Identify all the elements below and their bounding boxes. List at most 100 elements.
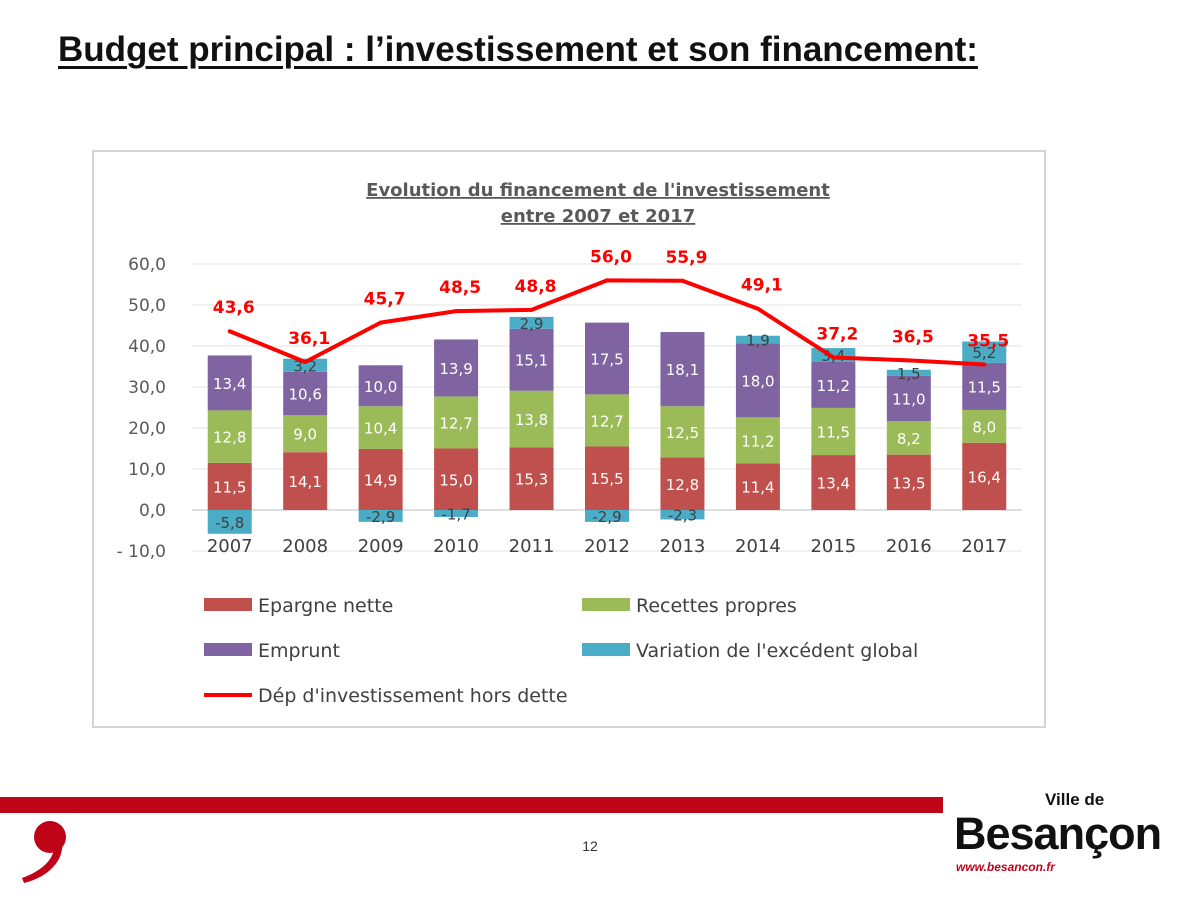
y-tick-label: 0,0 <box>139 501 166 521</box>
bar-data-label: 10,0 <box>364 378 397 396</box>
legend-swatch <box>204 598 252 611</box>
bar-segment <box>434 448 479 510</box>
bar-data-label: 11,0 <box>892 390 925 408</box>
bar-data-label: 12,8 <box>666 476 699 494</box>
bar-segment <box>283 415 328 453</box>
bar-data-label: 8,0 <box>972 418 996 436</box>
line-point <box>906 358 911 363</box>
bar-segment <box>358 365 403 407</box>
bar-data-label: 10,6 <box>288 386 321 404</box>
bar-data-label: 2,9 <box>520 315 544 333</box>
bar-data-label: -1,7 <box>441 505 470 523</box>
bar-data-label: 15,1 <box>515 352 548 370</box>
x-tick-label: 2013 <box>660 536 706 557</box>
bar-segment <box>509 316 554 329</box>
bar-segment <box>358 406 403 449</box>
bar-data-label: 12,5 <box>666 424 699 442</box>
x-tick-label: 2007 <box>207 536 253 557</box>
bar-segment <box>660 457 705 510</box>
bar-segment <box>283 358 328 372</box>
bar-segment <box>509 447 554 510</box>
bar-data-label: 11,5 <box>968 378 1001 396</box>
bar-segment <box>585 322 629 395</box>
bar-data-label: 13,4 <box>817 475 850 493</box>
bar-segment <box>509 390 554 448</box>
bar-data-label: 12,8 <box>213 429 246 447</box>
besancon-logo: Ville de Besançon www.besancon.fr <box>950 790 1180 885</box>
bar-data-label: 1,5 <box>897 365 921 383</box>
line-point <box>831 355 836 360</box>
y-tick-label: - 10,0 <box>117 542 166 562</box>
x-tick-label: 2016 <box>886 536 932 557</box>
legend-swatch <box>582 598 630 611</box>
brand-name: Besançon <box>954 808 1162 859</box>
legend-label: Emprunt <box>258 640 340 662</box>
legend-label: Recettes propres <box>636 595 797 617</box>
legend-label: Dép d'investissement hors dette <box>258 685 568 707</box>
line-point <box>529 307 534 312</box>
line-point <box>454 309 459 314</box>
brand-url: www.besancon.fr <box>956 860 1055 874</box>
line-data-label: 45,7 <box>364 290 406 310</box>
bar-segment <box>358 510 403 522</box>
brand-ville-de: Ville de <box>1045 790 1105 809</box>
y-tick-label: 40,0 <box>128 337 166 357</box>
legend-swatch <box>582 643 630 656</box>
y-tick-label: 60,0 <box>128 255 166 275</box>
bar-data-label: 13,4 <box>213 375 246 393</box>
x-tick-label: 2012 <box>584 536 630 557</box>
bar-segment <box>509 328 554 391</box>
bar-segment <box>434 510 479 517</box>
legend-label: Epargne nette <box>258 595 393 617</box>
bar-segment <box>660 332 705 407</box>
bar-segment <box>283 371 328 416</box>
y-tick-label: 50,0 <box>128 296 166 316</box>
bar-segment <box>735 463 780 510</box>
bar-segment <box>886 454 931 510</box>
bar-segment <box>585 394 629 447</box>
bar-data-label: 13,9 <box>439 360 472 378</box>
line-point <box>227 329 232 334</box>
chart-frame: Evolution du financement de l'investisse… <box>92 150 1046 728</box>
bar-data-label: 13,8 <box>515 411 548 429</box>
y-tick-label: 10,0 <box>128 460 166 480</box>
bar-data-label: -2,3 <box>668 507 697 525</box>
bar-data-label: 11,5 <box>213 478 246 496</box>
legend-label: Variation de l'excédent global <box>636 640 918 662</box>
bar-data-label: 15,3 <box>515 471 548 489</box>
bar-segment <box>585 510 629 522</box>
line-data-label: 48,8 <box>515 277 557 297</box>
x-tick-label: 2017 <box>961 536 1007 557</box>
bar-segment <box>735 335 780 344</box>
bar-data-label: 11,2 <box>817 377 850 395</box>
bar-data-label: 14,1 <box>288 473 321 491</box>
bar-data-label: 11,2 <box>741 432 774 450</box>
chart-title-line: Evolution du financement de l'investisse… <box>366 180 830 201</box>
bar-segment <box>283 452 328 510</box>
bar-segment <box>358 448 403 510</box>
line-data-label: 43,6 <box>213 298 255 318</box>
bar-data-label: -2,9 <box>366 508 395 526</box>
bar-segment <box>660 510 705 520</box>
line-data-label: 56,0 <box>590 247 632 267</box>
besancon-comma-logo <box>22 821 66 883</box>
bar-segment <box>585 446 629 510</box>
bar-segment <box>886 375 931 422</box>
bar-segment <box>811 407 856 456</box>
bar-segment <box>962 341 1007 363</box>
bar-data-label: 16,4 <box>968 468 1001 486</box>
footer-red-bar <box>0 797 943 813</box>
bar-data-label: 5,2 <box>972 344 996 362</box>
slide-title: Budget principal : l’investissement et s… <box>58 30 978 69</box>
line-data-label: 37,2 <box>816 324 858 344</box>
x-tick-label: 2010 <box>433 536 479 557</box>
bar-data-label: 14,9 <box>364 471 397 489</box>
line-data-label: 36,5 <box>892 327 934 347</box>
bar-segment <box>207 462 252 510</box>
bar-segment <box>962 362 1007 410</box>
line-point <box>303 359 308 364</box>
bar-segment <box>434 339 479 397</box>
line-point <box>680 278 685 283</box>
y-tick-label: 30,0 <box>128 378 166 398</box>
bar-data-label: 15,0 <box>439 471 472 489</box>
